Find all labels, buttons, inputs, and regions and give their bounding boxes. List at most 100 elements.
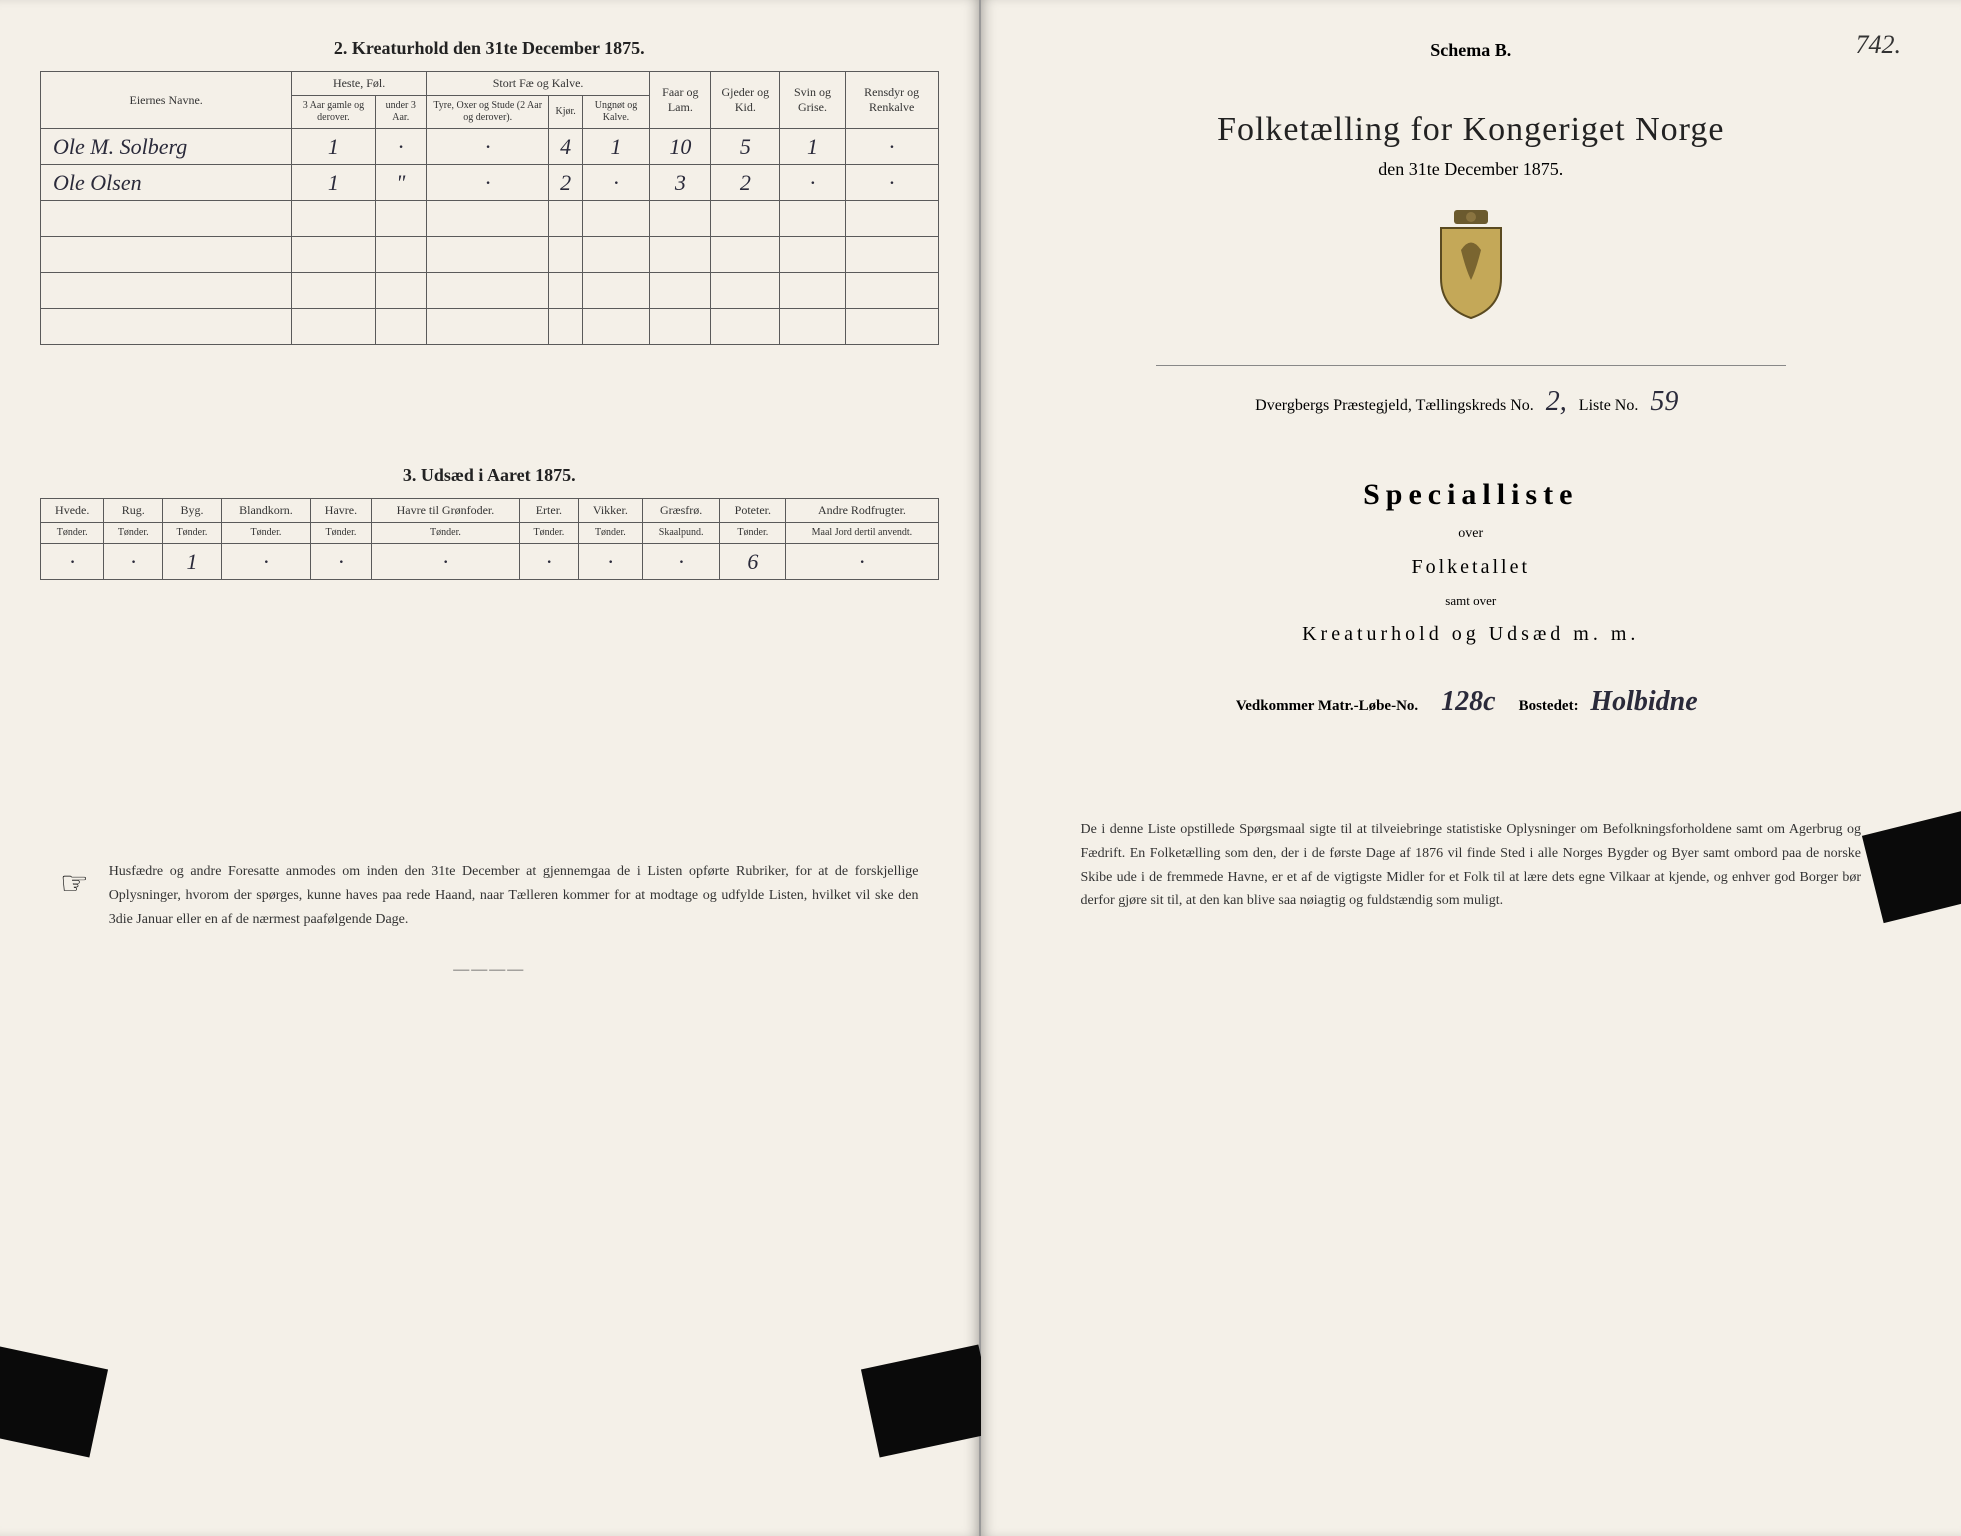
cell: · [311,544,372,580]
cell: · [375,129,426,165]
col-stort: Stort Fæ og Kalve. [426,72,649,96]
cell: 5 [711,129,780,165]
divider [1156,365,1786,366]
sub: Tønder. [41,523,104,544]
cell: 2 [549,165,582,201]
table-row [41,237,939,273]
col: Andre Rodfrugter. [786,499,938,523]
sub: Tønder. [578,523,642,544]
left-footer: ☞ Husfædre og andre Foresatte anmodes om… [40,860,939,931]
table-row [41,309,939,345]
bostedet-value: Holbidne [1582,686,1705,717]
col: Græsfrø. [642,499,719,523]
col: Poteter. [720,499,786,523]
cell: · [520,544,579,580]
schema-label: Schema B. [1021,40,1922,61]
sub: Tønder. [520,523,579,544]
pointing-hand-icon: ☞ [60,864,89,931]
table2-header-row: Hvede. Rug. Byg. Blandkorn. Havre. Havre… [41,499,939,523]
cell: · [845,129,938,165]
col-svin: Svin og Grise. [780,72,846,129]
left-footer-text: Husfædre og andre Foresatte anmodes om i… [109,860,919,931]
cell: 1 [582,129,649,165]
coat-of-arms-icon [1021,210,1922,325]
cell: · [845,165,938,201]
vedkommer-label: Vedkommer Matr.-Løbe-No. [1236,698,1418,714]
table1-body: Ole M. Solberg 1 · · 4 1 10 5 1 · Ole Ol… [41,129,939,345]
kreds-no: 2, [1538,386,1575,417]
cell: 4 [549,129,582,165]
cell: · [104,544,163,580]
kreaturhold-table: Eiernes Navne. Heste, Føl. Stort Fæ og K… [40,71,939,345]
right-page: 742. Schema B. Folketælling for Kongerig… [981,0,1961,1536]
scanner-clip [0,1345,108,1458]
book-spread: 2. Kreaturhold den 31te December 1875. E… [0,0,1961,1536]
col: Havre til Grønfoder. [371,499,519,523]
bostedet-label: Bostedet: [1519,698,1579,714]
kreatur-label: Kreaturhold og Udsæd m. m. [1021,623,1922,646]
sub-heste-b: under 3 Aar. [375,96,426,129]
sub-date: den 31te December 1875. [1021,159,1922,180]
col: Byg. [163,499,222,523]
table-row: Ole M. Solberg 1 · · 4 1 10 5 1 · [41,129,939,165]
sub: Tønder. [371,523,519,544]
cell: 1 [292,129,375,165]
col: Rug. [104,499,163,523]
right-footer-text: De i denne Liste opstillede Spørgsmaal s… [1021,818,1922,913]
sub: Tønder. [163,523,222,544]
sub: Tønder. [720,523,786,544]
cell: 1 [292,165,375,201]
cell: · [426,129,549,165]
samt-label: samt over [1021,593,1922,609]
col: Blandkorn. [221,499,310,523]
page-number: 742. [1856,30,1902,60]
liste-no: 59 [1642,386,1686,417]
vedkommer-line: Vedkommer Matr.-Løbe-No. 128c Bostedet: … [1021,686,1922,718]
parish-line: Dvergbergs Præstegjeld, Tællingskreds No… [1021,386,1922,418]
parish-prefix: Dvergbergs Præstegjeld, Tællingskreds No… [1255,397,1534,414]
owner-name: Ole Olsen [41,165,292,201]
liste-label: Liste No. [1579,397,1639,414]
section2-title: 2. Kreaturhold den 31te December 1875. [40,38,939,59]
scanner-clip [860,1345,996,1458]
sub: Tønder. [104,523,163,544]
cell: 3 [650,165,711,201]
table-row: · · 1 · · · · · · 6 · [41,544,939,580]
table-row [41,201,939,237]
col-gjeder: Gjeder og Kid. [711,72,780,129]
folketallet-label: Folketallet [1021,556,1922,579]
specialliste-title: Specialliste [1021,478,1922,512]
sub: Skaalpund. [642,523,719,544]
main-title: Folketælling for Kongeriget Norge [1021,111,1922,149]
cell: 1 [780,129,846,165]
sub: Tønder. [221,523,310,544]
col-rensdyr: Rensdyr og Renkalve [845,72,938,129]
table-row: Ole Olsen 1 " · 2 · 3 2 · · [41,165,939,201]
cell: · [221,544,310,580]
sub-stort-c: Ungnøt og Kalve. [582,96,649,129]
col: Vikker. [578,499,642,523]
cell: 1 [163,544,222,580]
section3-title: 3. Udsæd i Aaret 1875. [40,465,939,486]
table-row [41,273,939,309]
cell: · [578,544,642,580]
cell: 2 [711,165,780,201]
udsaed-table: Hvede. Rug. Byg. Blandkorn. Havre. Havre… [40,498,939,580]
col: Havre. [311,499,372,523]
cell: · [642,544,719,580]
cell: · [780,165,846,201]
over-label: over [1021,526,1922,542]
sub: Maal Jord dertil anvendt. [786,523,938,544]
col-faar: Faar og Lam. [650,72,711,129]
cell: · [582,165,649,201]
matr-no: 128c [1433,686,1503,717]
col-heste: Heste, Føl. [292,72,427,96]
cell: · [41,544,104,580]
sub-heste-a: 3 Aar gamle og derover. [292,96,375,129]
cell: " [375,165,426,201]
sub-stort-a: Tyre, Oxer og Stude (2 Aar og derover). [426,96,549,129]
sub-stort-b: Kjør. [549,96,582,129]
cell: 6 [720,544,786,580]
col-eiernes: Eiernes Navne. [41,72,292,129]
left-page: 2. Kreaturhold den 31te December 1875. E… [0,0,981,1536]
